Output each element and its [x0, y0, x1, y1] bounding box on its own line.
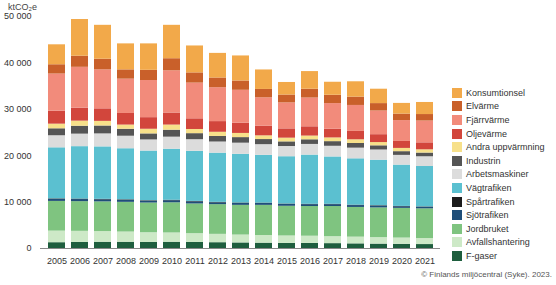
svg-text:30 000: 30 000 [4, 104, 32, 114]
svg-text:2014: 2014 [254, 256, 274, 266]
svg-text:2006: 2006 [70, 256, 90, 266]
svg-text:20 000: 20 000 [4, 151, 32, 161]
html-text:Sjötrafiken: Sjötrafiken [466, 210, 509, 221]
svg-text:2010: 2010 [162, 256, 182, 266]
html-text:© Finlands miljöcentral (Syke): © Finlands miljöcentral (Syke). 2023. [421, 270, 552, 279]
svg-text:2015: 2015 [277, 256, 297, 266]
svg-text:2012: 2012 [208, 256, 228, 266]
svg-text:2011: 2011 [185, 256, 204, 266]
svg-text:2019: 2019 [369, 256, 389, 266]
svg-text:50 000: 50 000 [4, 11, 32, 21]
html-text:Fjärrvärme: Fjärrvärme [466, 115, 510, 125]
html-text:Konsumtionsel: Konsumtionsel [466, 87, 525, 98]
svg-text:0: 0 [26, 243, 31, 253]
html-text:F-gaser: F-gaser [466, 250, 497, 261]
svg-text:2013: 2013 [231, 256, 251, 266]
svg-text:2021: 2021 [415, 256, 435, 266]
svg-text:10 000: 10 000 [4, 197, 32, 207]
svg-text:2016: 2016 [300, 256, 320, 266]
html-text:Elvärme: Elvärme [466, 101, 499, 112]
svg-text:2008: 2008 [116, 256, 136, 266]
html-text:Oljevärme: Oljevärme [466, 128, 507, 139]
html-text:Industrin: Industrin [466, 155, 501, 166]
html-text:Jordbruket: Jordbruket [466, 223, 509, 234]
html-text:ktCO₂e: ktCO₂e [8, 2, 37, 12]
svg-text:2007: 2007 [93, 256, 113, 266]
svg-text:2020: 2020 [392, 256, 412, 266]
html-text:Vägtrafiken: Vägtrafiken [466, 183, 512, 193]
html-text:Avfallshantering: Avfallshantering [466, 237, 530, 248]
html-text:Andra uppvärmning: Andra uppvärmning [466, 142, 545, 153]
svg-text:2018: 2018 [346, 256, 366, 266]
svg-text:2017: 2017 [323, 256, 343, 266]
svg-text:2005: 2005 [47, 256, 67, 266]
svg-text:40 000: 40 000 [4, 58, 32, 68]
html-text:Spårtrafiken: Spårtrafiken [466, 196, 515, 207]
html-text:Arbetsmaskiner: Arbetsmaskiner [466, 169, 529, 180]
svg-text:2009: 2009 [139, 256, 159, 266]
